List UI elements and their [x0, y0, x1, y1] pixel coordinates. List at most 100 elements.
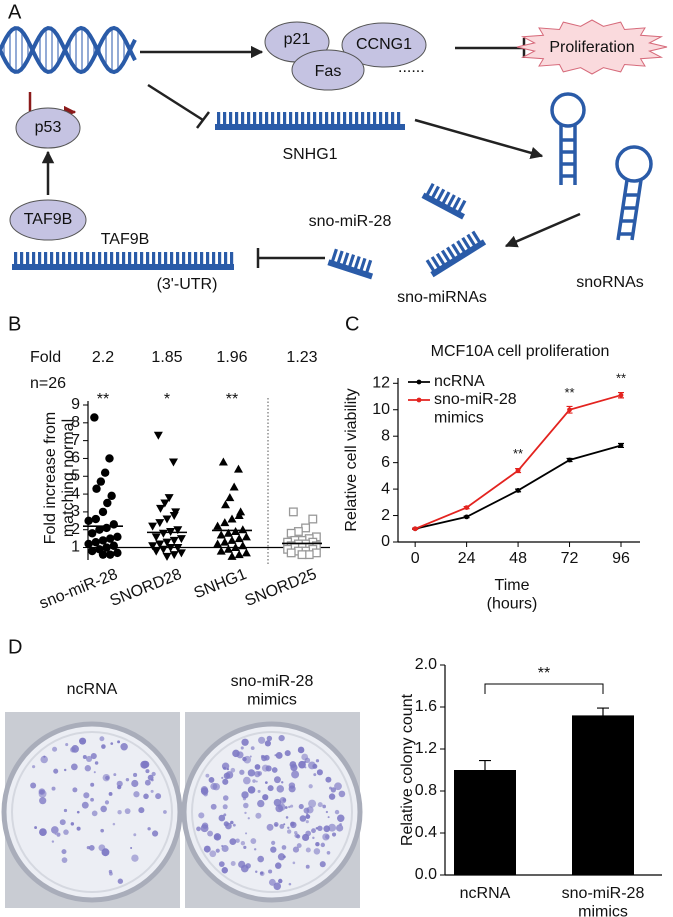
colony [265, 765, 272, 772]
annotation: ** [513, 446, 523, 461]
y-tick-label: 2 [71, 521, 80, 538]
fold-value: 1.96 [216, 349, 247, 366]
point [227, 535, 237, 544]
comb-tooth [325, 112, 329, 125]
point [169, 551, 179, 560]
y-axis-label: Relative colony count [399, 693, 416, 846]
comb-tooth [44, 252, 48, 265]
comb-tooth [247, 112, 251, 125]
comb-tooth [229, 112, 233, 125]
colony [223, 766, 226, 770]
comb-tooth [425, 182, 435, 196]
point [105, 454, 114, 463]
colony [116, 780, 123, 787]
point [220, 537, 230, 546]
colony [222, 804, 228, 810]
colony [274, 823, 278, 827]
comb-tooth [330, 248, 338, 262]
x-tick-label: SNHG1 [192, 566, 250, 602]
colony [84, 765, 92, 772]
point [91, 537, 101, 547]
comb-tooth [361, 112, 365, 125]
comb-tooth [206, 252, 210, 265]
point [288, 507, 298, 517]
colony [85, 755, 93, 762]
point [102, 523, 111, 533]
y-tick-label: 5 [71, 467, 80, 484]
node-label: Proliferation [549, 39, 634, 56]
point [88, 529, 97, 538]
colony [325, 776, 332, 783]
colony [94, 761, 99, 765]
colony [39, 828, 47, 836]
comb-tooth [128, 252, 132, 265]
y-tick-label: 8 [71, 414, 80, 431]
colony [100, 805, 107, 813]
colony [208, 777, 215, 783]
colony [286, 829, 292, 834]
colony [240, 841, 246, 846]
point [515, 488, 521, 493]
colony [133, 772, 138, 778]
point [160, 499, 170, 508]
colony [247, 786, 256, 794]
comb-tooth [430, 256, 441, 269]
comb-tooth [452, 197, 462, 211]
x-tick-label: 48 [509, 550, 527, 567]
point [567, 407, 572, 413]
inhibit-bar [196, 111, 210, 129]
node-label: Fas [315, 63, 342, 80]
colony [266, 735, 273, 742]
comb-tooth [365, 259, 373, 274]
colony [151, 771, 156, 777]
colony [271, 767, 278, 773]
colony [289, 761, 297, 768]
comb-tooth [80, 252, 84, 265]
comb-tooth [217, 112, 221, 125]
colony [98, 844, 106, 852]
colony [150, 789, 154, 793]
protein-oval [341, 22, 427, 68]
colony [99, 736, 105, 742]
colony [305, 847, 311, 853]
colony [278, 878, 283, 884]
colony [315, 827, 318, 830]
rna-comb [215, 112, 405, 130]
colony [268, 878, 276, 886]
comb-tooth [235, 112, 239, 125]
colony [297, 746, 305, 754]
legend-swatch [416, 397, 422, 403]
photo-label: sno-miR-28 mimics [231, 673, 314, 708]
fold-value: 2.2 [92, 349, 114, 366]
point [618, 443, 624, 448]
colony [230, 820, 234, 825]
comb-tooth [446, 194, 456, 208]
colony [250, 746, 255, 750]
dna-helix [0, 25, 137, 75]
comb-tooth [26, 252, 30, 265]
colony [70, 822, 75, 826]
colony [334, 782, 342, 791]
colony [81, 801, 89, 809]
point [464, 514, 470, 520]
colony [255, 812, 262, 819]
significance-bracket [484, 683, 604, 694]
colony [283, 823, 286, 826]
legend-label: sno-miR-28 mimics [434, 391, 517, 426]
colony [313, 773, 317, 777]
node-label: sno-miRNAs [397, 289, 487, 306]
colony [34, 826, 38, 829]
point [223, 528, 233, 537]
comb-tooth [440, 249, 451, 263]
colony [279, 824, 285, 829]
colony [205, 773, 210, 778]
comb-tooth [14, 252, 18, 265]
colony [200, 787, 209, 795]
comb-tooth [301, 112, 305, 125]
chart-title: MCF10A cell proliferation [431, 343, 610, 360]
point [100, 468, 110, 477]
colony [130, 846, 133, 850]
node-label: ...... [398, 59, 425, 76]
colony [138, 807, 145, 814]
